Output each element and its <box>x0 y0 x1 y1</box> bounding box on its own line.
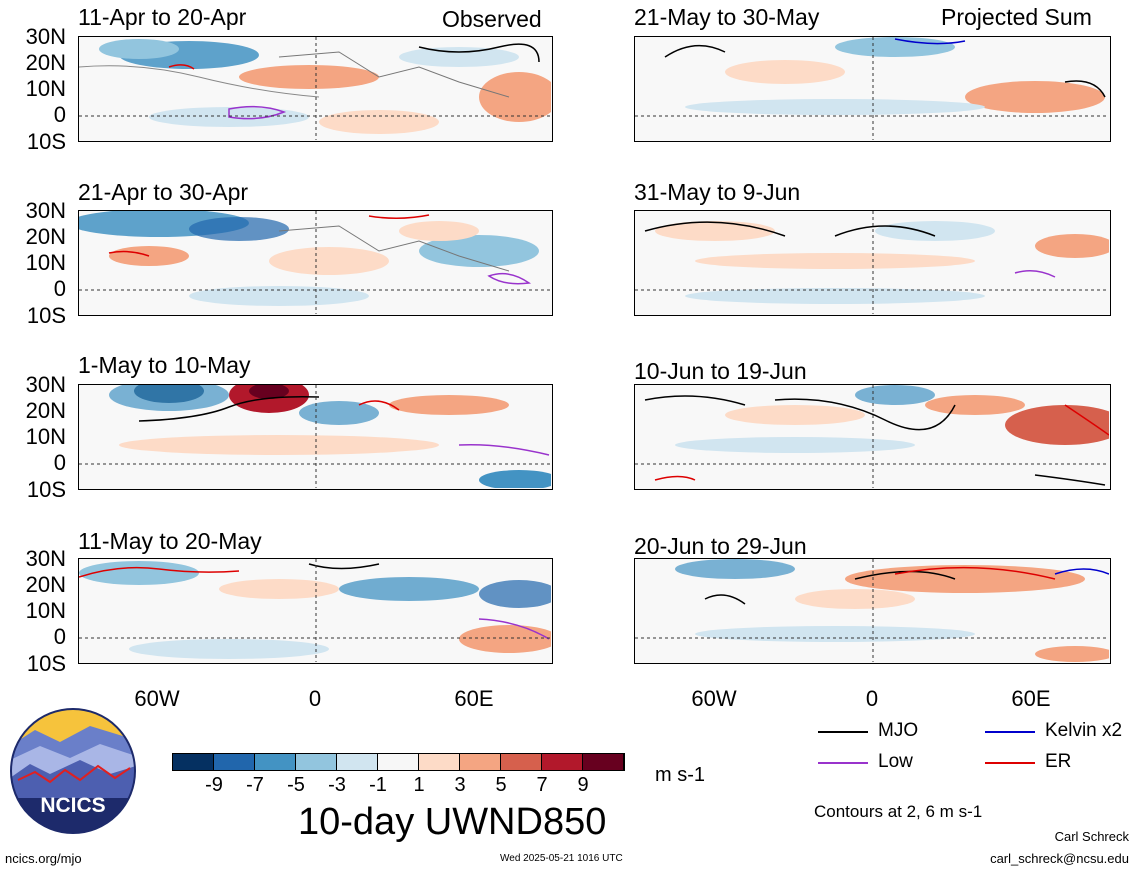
lat-label: 30N <box>25 372 66 397</box>
lon-label: 60E <box>1011 686 1051 711</box>
colorbar-tick-label: -9 <box>205 774 223 796</box>
author-name: Carl Schreck <box>1054 829 1129 844</box>
source-url[interactable]: ncics.org/mjo <box>5 851 82 866</box>
map-panel <box>634 558 1111 664</box>
colorbar-cell <box>255 754 296 770</box>
lat-label: 10S <box>26 651 66 676</box>
mjo-legend-swatch <box>818 731 868 733</box>
lat-label: 20N <box>25 224 66 249</box>
lon-label: 0 <box>865 686 879 711</box>
colorbar-tick-label: -1 <box>369 774 387 796</box>
lon-label: 0 <box>308 686 322 711</box>
legend-label: MJO <box>878 720 919 741</box>
colorbar-tick-label: -7 <box>246 774 264 796</box>
map-panel <box>634 36 1111 142</box>
colorbar-cell <box>460 754 501 770</box>
panel-title: 11-Apr to 20-Apr <box>78 4 247 30</box>
lat-label: 0 <box>53 102 66 127</box>
colorbar-cell <box>583 754 624 770</box>
colorbar-cell <box>337 754 378 770</box>
author-email[interactable]: carl_schreck@ncsu.edu <box>990 851 1129 866</box>
legend-label: Low <box>878 751 913 772</box>
colorbar-cell <box>296 754 337 770</box>
lon-label: 60W <box>691 686 737 711</box>
colorbar-units: m s-1 <box>655 764 705 786</box>
lon-label: 60W <box>134 686 180 711</box>
projected-sum-label: Projected Sum <box>941 4 1092 30</box>
lat-label: 20N <box>25 572 66 597</box>
lat-label: 10S <box>26 477 66 502</box>
er-legend-swatch <box>985 762 1035 764</box>
colorbar-tick-label: 1 <box>413 774 425 796</box>
map-panel <box>78 558 553 664</box>
lat-label: 30N <box>25 24 66 49</box>
lon-label: 60E <box>454 686 494 711</box>
colorbar-cell <box>542 754 583 770</box>
lat-label: 10S <box>26 129 66 154</box>
colorbar-tick-label: 9 <box>577 774 589 796</box>
colorbar-tick-label: 5 <box>495 774 507 796</box>
panel-title: 11-May to 20-May <box>78 528 262 554</box>
timestamp: Wed 2025-05-21 1016 UTC <box>500 853 623 864</box>
lat-label: 20N <box>25 398 66 423</box>
colorbar-cell <box>419 754 460 770</box>
observed-label: Observed <box>442 6 542 32</box>
lat-label: 30N <box>25 198 66 223</box>
colorbar-cell <box>214 754 255 770</box>
map-panel <box>78 384 553 490</box>
chart-title: 10-day UWND850 <box>298 801 607 843</box>
colorbar-tick-label: -5 <box>287 774 305 796</box>
legend-label: ER <box>1045 751 1072 772</box>
colorbar-tick-label: 7 <box>536 774 548 796</box>
lat-label: 10N <box>25 424 66 449</box>
lat-label: 10N <box>25 250 66 275</box>
lat-label: 20N <box>25 50 66 75</box>
ncics-logo-icon <box>10 708 136 834</box>
colorbar-cell <box>173 754 214 770</box>
legend-label: Kelvin x2 <box>1045 720 1123 741</box>
map-panel <box>78 210 553 316</box>
colorbar <box>172 753 625 771</box>
contours-note: Contours at 2, 6 m s-1 <box>814 802 983 821</box>
lat-label: 0 <box>53 276 66 301</box>
lat-label: 0 <box>53 450 66 475</box>
low-legend-swatch <box>818 762 868 764</box>
panel-title: 31-May to 9-Jun <box>634 179 801 205</box>
ncics-logo: NCICS <box>10 708 136 834</box>
colorbar-tick-label: -3 <box>328 774 346 796</box>
lat-label: 10S <box>26 303 66 328</box>
colorbar-cell <box>378 754 419 770</box>
map-panel <box>634 210 1111 316</box>
map-panel <box>78 36 553 142</box>
panel-title: 10-Jun to 19-Jun <box>634 358 807 384</box>
panel-title: 1-May to 10-May <box>78 352 251 378</box>
colorbar-cell <box>501 754 542 770</box>
panel-title: 20-Jun to 29-Jun <box>634 533 807 559</box>
logo-text: NCICS <box>40 794 106 817</box>
map-panel <box>634 384 1111 490</box>
lat-label: 10N <box>25 76 66 101</box>
lat-label: 10N <box>25 598 66 623</box>
colorbar-tick-label: 3 <box>454 774 466 796</box>
panel-title: 21-Apr to 30-Apr <box>78 179 249 205</box>
lat-label: 30N <box>25 546 66 571</box>
panel-title: 21-May to 30-May <box>634 4 820 30</box>
kelvin-legend-swatch <box>985 731 1035 733</box>
lat-label: 0 <box>53 624 66 649</box>
